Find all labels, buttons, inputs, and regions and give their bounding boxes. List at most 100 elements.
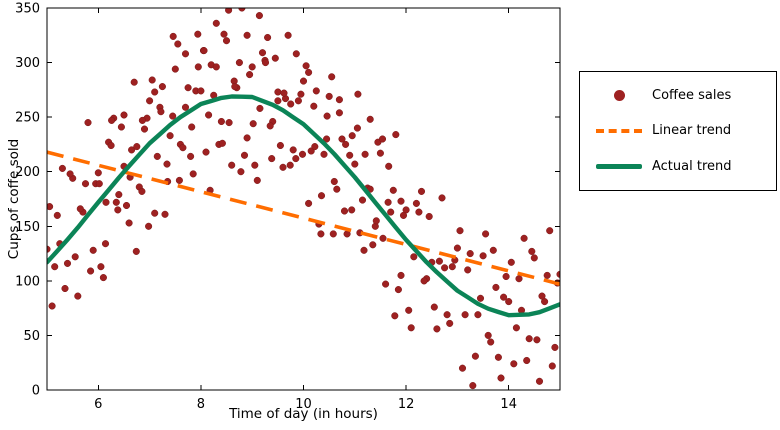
scatter-point [181, 50, 190, 58]
scatter-point [338, 135, 346, 143]
scatter-point [548, 362, 556, 370]
scatter-point [448, 263, 456, 271]
scatter-point [353, 124, 361, 132]
scatter-point [107, 141, 115, 150]
scatter-point [369, 241, 377, 249]
scatter-point [551, 343, 559, 351]
scatter-point [348, 132, 356, 140]
scatter-point [63, 259, 72, 267]
scatter-point [366, 115, 374, 123]
scatter-point [53, 211, 61, 219]
scatter-point [435, 257, 443, 265]
scatter-point [469, 382, 477, 390]
scatter-point [238, 8, 246, 12]
scatter-point [212, 19, 220, 27]
scatter-point [61, 284, 69, 293]
legend-item-linear-trend: Linear trend [580, 123, 776, 138]
scatter-point [169, 32, 177, 40]
scatter-point [145, 222, 153, 230]
scatter-point [76, 205, 84, 213]
scatter-point [237, 168, 245, 176]
scatter-point [453, 244, 461, 252]
scatter-point [297, 90, 305, 98]
scatter-point [140, 125, 149, 133]
scatter-point [433, 325, 441, 333]
scatter-point [515, 275, 523, 283]
scatter-point [218, 139, 226, 147]
scatter-point [446, 319, 454, 327]
scatter-dot-icon [594, 90, 644, 102]
scatter-point [161, 210, 169, 218]
legend: Coffee sales Linear trend Actual trend [579, 71, 777, 191]
legend-item-actual-trend: Actual trend [580, 159, 776, 174]
scatter-point [323, 112, 331, 120]
scatter-point [317, 192, 326, 200]
scatter-point [146, 97, 154, 105]
scatter-point [284, 31, 292, 39]
scatter-point [530, 254, 538, 262]
scatter-point [489, 246, 497, 254]
scatter-point [384, 198, 392, 206]
scatter-point [120, 111, 128, 119]
scatter-point [163, 160, 171, 168]
scatter-point [397, 197, 405, 205]
scatter-point [330, 177, 338, 186]
scatter-point [533, 336, 541, 344]
scatter-point [200, 47, 208, 55]
scatter-point [292, 155, 300, 163]
scatter-point [487, 338, 495, 346]
scatter-point [387, 208, 395, 216]
scatter-point [130, 78, 138, 86]
scatter-point [385, 162, 393, 170]
scatter-point [99, 274, 107, 282]
scatter-point [482, 230, 490, 238]
scatter-point [158, 83, 166, 91]
scatter-point [94, 169, 102, 177]
scatter-point [51, 263, 59, 271]
scatter-point [202, 148, 210, 156]
scatter-point [74, 292, 82, 300]
scatter-point [325, 92, 333, 100]
scatter-point [394, 286, 402, 294]
x-tick-label: 8 [197, 397, 205, 412]
scatter-point [443, 311, 451, 319]
scatter-point [528, 247, 536, 255]
scatter-point [225, 8, 233, 14]
scatter-point [389, 186, 397, 194]
scatter-point [298, 150, 307, 158]
scatter-point [430, 303, 438, 311]
scatter-point [279, 163, 287, 171]
scatter-point [114, 206, 122, 214]
scatter-point [274, 97, 282, 105]
y-tick-label: 150 [15, 220, 40, 235]
y-tick-label: 0 [32, 384, 40, 399]
scatter-point [187, 152, 195, 160]
scatter-point [97, 263, 105, 271]
scatter-point [287, 100, 295, 108]
solid-line-icon [594, 163, 644, 169]
scatter-point [231, 83, 239, 91]
scatter-point [412, 199, 420, 207]
scatter-point [476, 294, 485, 302]
scatter-point [464, 266, 472, 274]
scatter-point [286, 161, 294, 169]
scatter-point [243, 134, 251, 142]
legend-label-linear-trend: Linear trend [652, 123, 732, 139]
scatter-point [66, 170, 74, 178]
scatter-point [335, 96, 343, 104]
scatter-point [264, 33, 272, 42]
scatter-point [294, 97, 302, 105]
scatter-point [415, 208, 423, 216]
y-tick-label: 250 [15, 111, 40, 126]
scatter-point [248, 63, 256, 71]
scatter-point [425, 212, 433, 221]
scatter-point [115, 191, 123, 199]
scatter-point [497, 374, 505, 382]
scatter-point [378, 135, 387, 143]
scatter-point [494, 353, 502, 361]
scatter-point [166, 132, 174, 140]
scatter-point [292, 50, 300, 58]
scatter-point [458, 364, 467, 372]
